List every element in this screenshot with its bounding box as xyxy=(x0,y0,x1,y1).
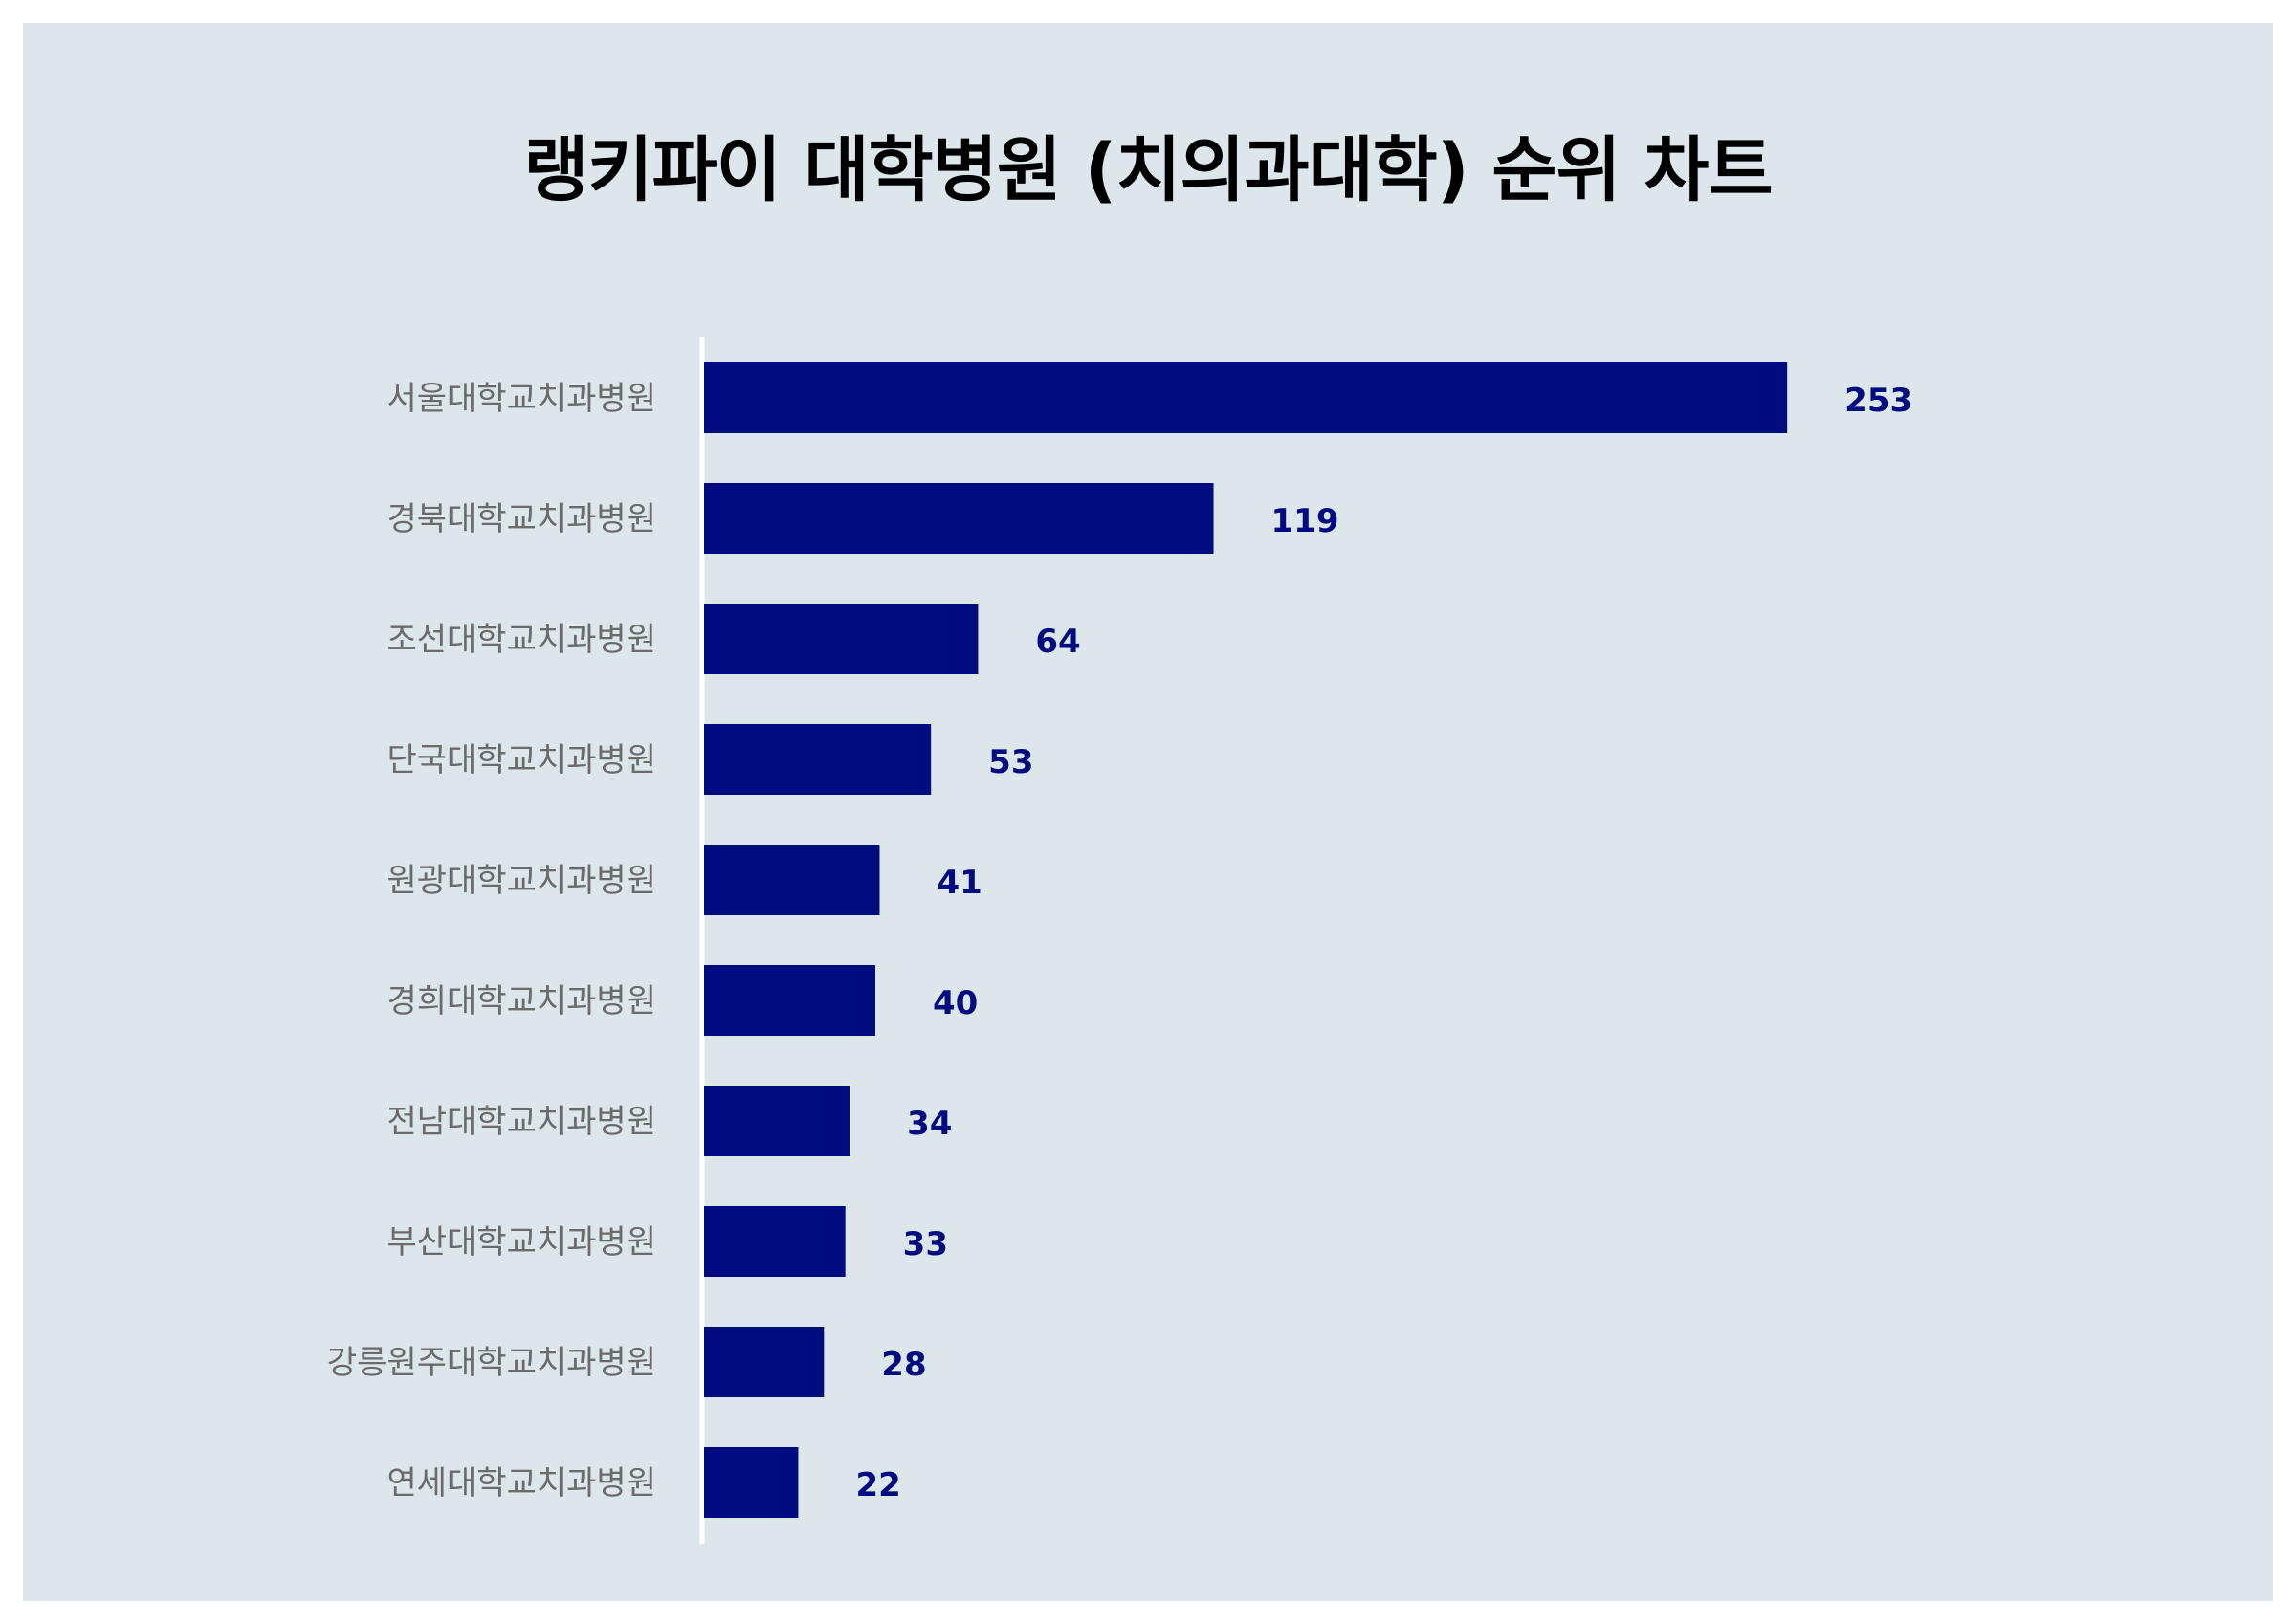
value-label: 119 xyxy=(1271,502,1339,540)
value-label: 40 xyxy=(933,984,978,1022)
bar xyxy=(704,965,875,1036)
bar xyxy=(704,1086,850,1156)
bar xyxy=(704,1447,799,1518)
value-label: 34 xyxy=(907,1105,952,1143)
value-label: 33 xyxy=(903,1225,948,1263)
category-label: 원광대학교치과병원 xyxy=(386,862,656,900)
bar xyxy=(704,1327,825,1397)
category-label: 강릉원주대학교치과병원 xyxy=(327,1344,656,1382)
category-label: 부산대학교치과병원 xyxy=(386,1223,656,1262)
chart-panel xyxy=(23,23,2273,1601)
category-label: 조선대학교치과병원 xyxy=(386,621,656,659)
category-label: 경희대학교치과병원 xyxy=(386,982,656,1020)
value-label: 253 xyxy=(1844,382,1912,420)
value-label: 22 xyxy=(855,1466,900,1504)
category-label: 경북대학교치과병원 xyxy=(386,500,656,538)
category-label: 단국대학교치과병원 xyxy=(386,741,656,779)
value-label: 41 xyxy=(937,864,982,902)
category-label: 연세대학교치과병원 xyxy=(386,1464,656,1503)
bar xyxy=(704,845,880,915)
chart-title: 랭키파이 대학병원 (치의과대학) 순위 차트 xyxy=(523,129,1773,211)
bar xyxy=(704,362,1788,433)
bar xyxy=(704,1206,846,1277)
bar xyxy=(704,604,979,674)
value-label: 64 xyxy=(1035,623,1080,661)
bar xyxy=(704,724,932,795)
bar xyxy=(704,483,1214,554)
category-label: 전남대학교치과병원 xyxy=(386,1103,656,1141)
category-label: 서울대학교치과병원 xyxy=(386,380,656,418)
value-label: 53 xyxy=(988,743,1033,781)
value-label: 28 xyxy=(881,1346,926,1384)
